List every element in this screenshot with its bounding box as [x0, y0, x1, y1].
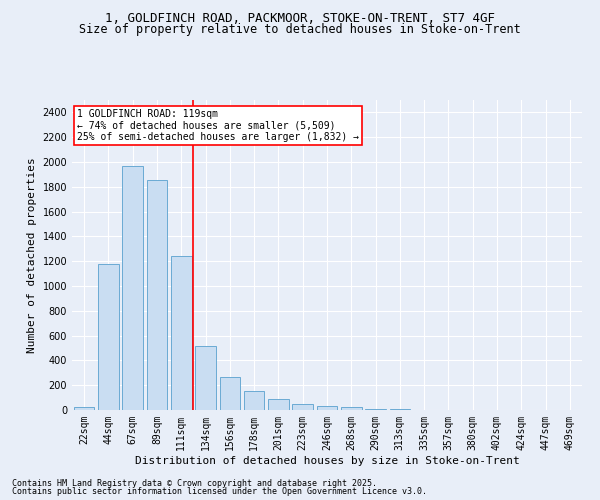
Text: Size of property relative to detached houses in Stoke-on-Trent: Size of property relative to detached ho…	[79, 22, 521, 36]
Bar	[195, 346, 216, 410]
Bar	[122, 166, 143, 410]
Text: 1, GOLDFINCH ROAD, PACKMOOR, STOKE-ON-TRENT, ST7 4GF: 1, GOLDFINCH ROAD, PACKMOOR, STOKE-ON-TR…	[105, 12, 495, 26]
Bar	[341, 407, 362, 410]
Bar	[317, 406, 337, 410]
Text: 1 GOLDFINCH ROAD: 119sqm
← 74% of detached houses are smaller (5,509)
25% of sem: 1 GOLDFINCH ROAD: 119sqm ← 74% of detach…	[77, 110, 359, 142]
X-axis label: Distribution of detached houses by size in Stoke-on-Trent: Distribution of detached houses by size …	[134, 456, 520, 466]
Bar	[171, 256, 191, 410]
Bar	[244, 391, 265, 410]
Y-axis label: Number of detached properties: Number of detached properties	[27, 157, 37, 353]
Bar	[146, 180, 167, 410]
Bar	[220, 376, 240, 410]
Text: Contains public sector information licensed under the Open Government Licence v3: Contains public sector information licen…	[12, 487, 427, 496]
Bar	[268, 400, 289, 410]
Bar	[74, 407, 94, 410]
Bar	[292, 404, 313, 410]
Bar	[365, 409, 386, 410]
Text: Contains HM Land Registry data © Crown copyright and database right 2025.: Contains HM Land Registry data © Crown c…	[12, 478, 377, 488]
Bar	[98, 264, 119, 410]
